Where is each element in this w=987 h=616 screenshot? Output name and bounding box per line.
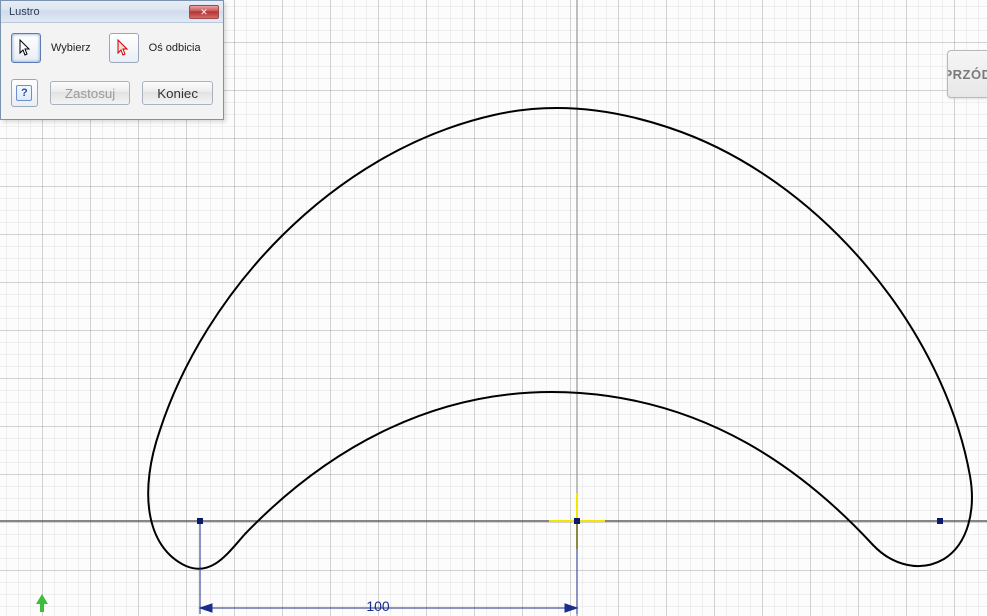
dialog-titlebar[interactable]: Lustro ✕ (1, 1, 223, 23)
end-button[interactable]: Koniec (142, 81, 213, 105)
dimension-line (200, 524, 577, 614)
view-orientation-badge[interactable]: PRZÓD (947, 50, 987, 98)
dimension-value: 100 (358, 598, 398, 614)
select-mode-label: Wybierz (51, 42, 91, 54)
apply-button[interactable]: Zastosuj (50, 81, 130, 105)
help-icon: ? (16, 85, 32, 101)
orientation-label: PRZÓD (947, 67, 987, 82)
cursor-red-icon (117, 39, 131, 57)
up-arrow-icon (36, 594, 48, 612)
close-icon: ✕ (200, 7, 208, 17)
axis-mode-button[interactable] (109, 33, 139, 63)
origin-marker (549, 493, 605, 549)
anchor-points (197, 518, 943, 524)
sketch-profile (148, 108, 972, 569)
mirror-dialog: Lustro ✕ Wybierz Oś odbicia ? (0, 0, 224, 120)
cursor-icon (19, 39, 33, 57)
help-button[interactable]: ? (11, 79, 38, 107)
axis-mode-label: Oś odbicia (149, 42, 201, 54)
close-button[interactable]: ✕ (189, 5, 219, 19)
select-mode-button[interactable] (11, 33, 41, 63)
dialog-title: Lustro (9, 6, 189, 18)
